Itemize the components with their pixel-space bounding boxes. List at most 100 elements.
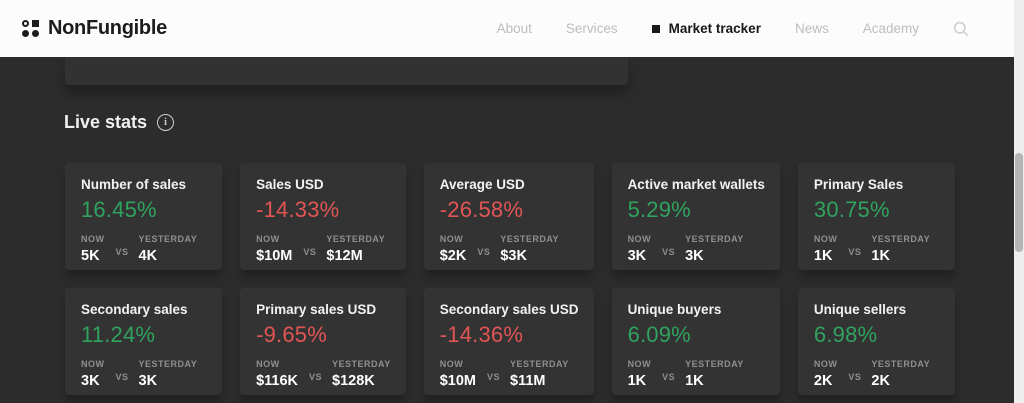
stat-compare-row: NOW 1K VS YESTERDAY 1K: [814, 234, 940, 264]
now-value: $10M: [256, 248, 293, 264]
logo-text: NonFungible: [48, 17, 167, 39]
stat-change-percentage: 30.75%: [813, 197, 890, 222]
active-nav-square-icon: [651, 24, 660, 33]
stat-compare-row: NOW 1K VS YESTERDAY 1K: [628, 359, 765, 389]
now-value: 1K: [627, 373, 647, 389]
main-nav: About Services Market tracker News Academy: [497, 21, 919, 36]
stat-compare-row: NOW $116K VS YESTERDAY $128K: [256, 359, 391, 389]
stat-card: Primary Sales 30.75% NOW 1K VS YESTERDAY 1K: [797, 163, 955, 270]
stat-card: Active market wallets 5.29% NOW 3K VS YESTERD…: [611, 163, 780, 270]
stat-card: Primary sales USD -9.65% NOW $116K VS YESTERD…: [240, 288, 406, 395]
now-label: NOW: [627, 234, 652, 244]
nonfungible-logo-icon: [22, 20, 39, 37]
stat-title: Sales USD: [256, 177, 324, 192]
now-value: 3K: [627, 248, 647, 264]
stat-title: Secondary sales USD: [439, 302, 579, 317]
yesterday-column: YESTERDAY 1K: [685, 359, 744, 389]
stat-compare-row: NOW $10M VS YESTERDAY $11M: [440, 359, 579, 389]
vs-label: VS: [487, 372, 501, 382]
stat-card: Sales USD -14.33% NOW $10M VS YESTERDAY $12M: [240, 163, 406, 270]
now-label: NOW: [813, 359, 838, 369]
yesterday-value: $11M: [510, 373, 546, 389]
yesterday-column: YESTERDAY 1K: [871, 234, 930, 264]
yesterday-value: $3K: [500, 248, 527, 264]
stat-card: Unique sellers 6.98% NOW 2K VS YESTERDAY 2K: [797, 288, 955, 395]
yesterday-value: $12M: [326, 248, 363, 264]
stat-title: Number of sales: [81, 177, 187, 192]
yesterday-value: 4K: [138, 248, 158, 264]
stat-card: Unique buyers 6.09% NOW 1K VS YESTERDAY 1K: [611, 288, 780, 395]
now-column: NOW 2K: [814, 359, 838, 389]
stat-change-percentage: 11.24%: [81, 322, 156, 347]
now-column: NOW $2K: [440, 234, 467, 264]
stat-title: Primary Sales: [813, 177, 904, 192]
now-value: 1K: [813, 248, 833, 264]
nav-item-about[interactable]: About: [497, 21, 532, 36]
stat-title: Secondary sales: [81, 302, 188, 317]
stat-compare-row: NOW 2K VS YESTERDAY 2K: [814, 359, 940, 389]
yesterday-label: YESTERDAY: [332, 359, 391, 369]
stat-title: Unique sellers: [813, 302, 907, 317]
stat-title: Unique buyers: [627, 302, 722, 317]
stat-compare-row: NOW $2K VS YESTERDAY $3K: [440, 234, 579, 264]
stat-change-percentage: -14.33%: [256, 197, 340, 222]
info-icon[interactable]: i: [157, 114, 175, 131]
vs-label: VS: [115, 247, 129, 257]
now-value: $2K: [439, 248, 467, 264]
stat-compare-row: NOW $10M VS YESTERDAY $12M: [256, 234, 391, 264]
stat-change-percentage: -26.58%: [439, 197, 524, 222]
search-icon: [953, 21, 969, 36]
stat-compare-row: NOW 5K VS YESTERDAY 4K: [81, 234, 207, 264]
search-button[interactable]: [953, 21, 969, 37]
yesterday-label: YESTERDAY: [510, 359, 569, 369]
logo[interactable]: NonFungible: [22, 17, 167, 40]
yesterday-column: YESTERDAY $3K: [500, 234, 559, 264]
stat-card: Secondary sales USD -14.36% NOW $10M VS YESTE…: [423, 288, 594, 395]
yesterday-value: 3K: [138, 373, 158, 389]
stat-change-percentage: -9.65%: [256, 322, 327, 347]
yesterday-value: $128K: [332, 373, 375, 389]
scrollbar-track[interactable]: [1014, 0, 1024, 403]
now-value: 2K: [813, 373, 833, 389]
now-label: NOW: [627, 359, 652, 369]
stat-change-percentage: 5.29%: [627, 197, 691, 222]
now-column: NOW $10M: [440, 359, 476, 389]
nav-item-academy[interactable]: Academy: [863, 21, 919, 36]
yesterday-label: YESTERDAY: [138, 359, 198, 369]
scrollbar-thumb[interactable]: [1015, 153, 1023, 252]
live-stats-grid: Number of sales 16.45% NOW 5K VS YESTERDAY 4K S…: [65, 163, 955, 395]
stat-title: Primary sales USD: [256, 302, 377, 317]
yesterday-label: YESTERDAY: [138, 234, 198, 244]
now-label: NOW: [439, 359, 464, 369]
now-value: $10M: [439, 373, 477, 389]
stat-change-percentage: 6.09%: [627, 322, 691, 347]
yesterday-column: YESTERDAY 3K: [685, 234, 744, 264]
yesterday-label: YESTERDAY: [326, 234, 386, 244]
vs-label: VS: [662, 247, 676, 257]
nav-item-services[interactable]: Services: [566, 21, 618, 36]
nav-item-label: About: [496, 21, 532, 36]
now-label: NOW: [256, 234, 280, 244]
stat-change-percentage: 16.45%: [81, 197, 157, 222]
vs-label: VS: [848, 247, 862, 257]
yesterday-column: YESTERDAY 4K: [139, 234, 198, 264]
yesterday-value: 3K: [685, 248, 704, 264]
stat-compare-row: NOW 3K VS YESTERDAY 3K: [628, 234, 765, 264]
nav-item-label: Market tracker: [668, 21, 761, 36]
nav-item-label: News: [794, 21, 829, 36]
stat-card: Number of sales 16.45% NOW 5K VS YESTERDAY 4K: [65, 163, 223, 270]
yesterday-label: YESTERDAY: [685, 359, 744, 369]
yesterday-value: 2K: [871, 373, 890, 389]
yesterday-label: YESTERDAY: [871, 234, 931, 244]
nav-item-news[interactable]: News: [795, 21, 829, 36]
vs-label: VS: [662, 372, 676, 382]
stat-title: Active market wallets: [627, 177, 765, 192]
yesterday-value: 1K: [685, 373, 704, 389]
nav-item-market-tracker[interactable]: Market tracker: [651, 21, 761, 36]
yesterday-label: YESTERDAY: [871, 359, 931, 369]
now-column: NOW $116K: [256, 359, 298, 389]
now-label: NOW: [256, 359, 280, 369]
stat-title: Average USD: [439, 177, 525, 192]
vs-label: VS: [115, 372, 129, 382]
now-value: 5K: [81, 248, 100, 264]
